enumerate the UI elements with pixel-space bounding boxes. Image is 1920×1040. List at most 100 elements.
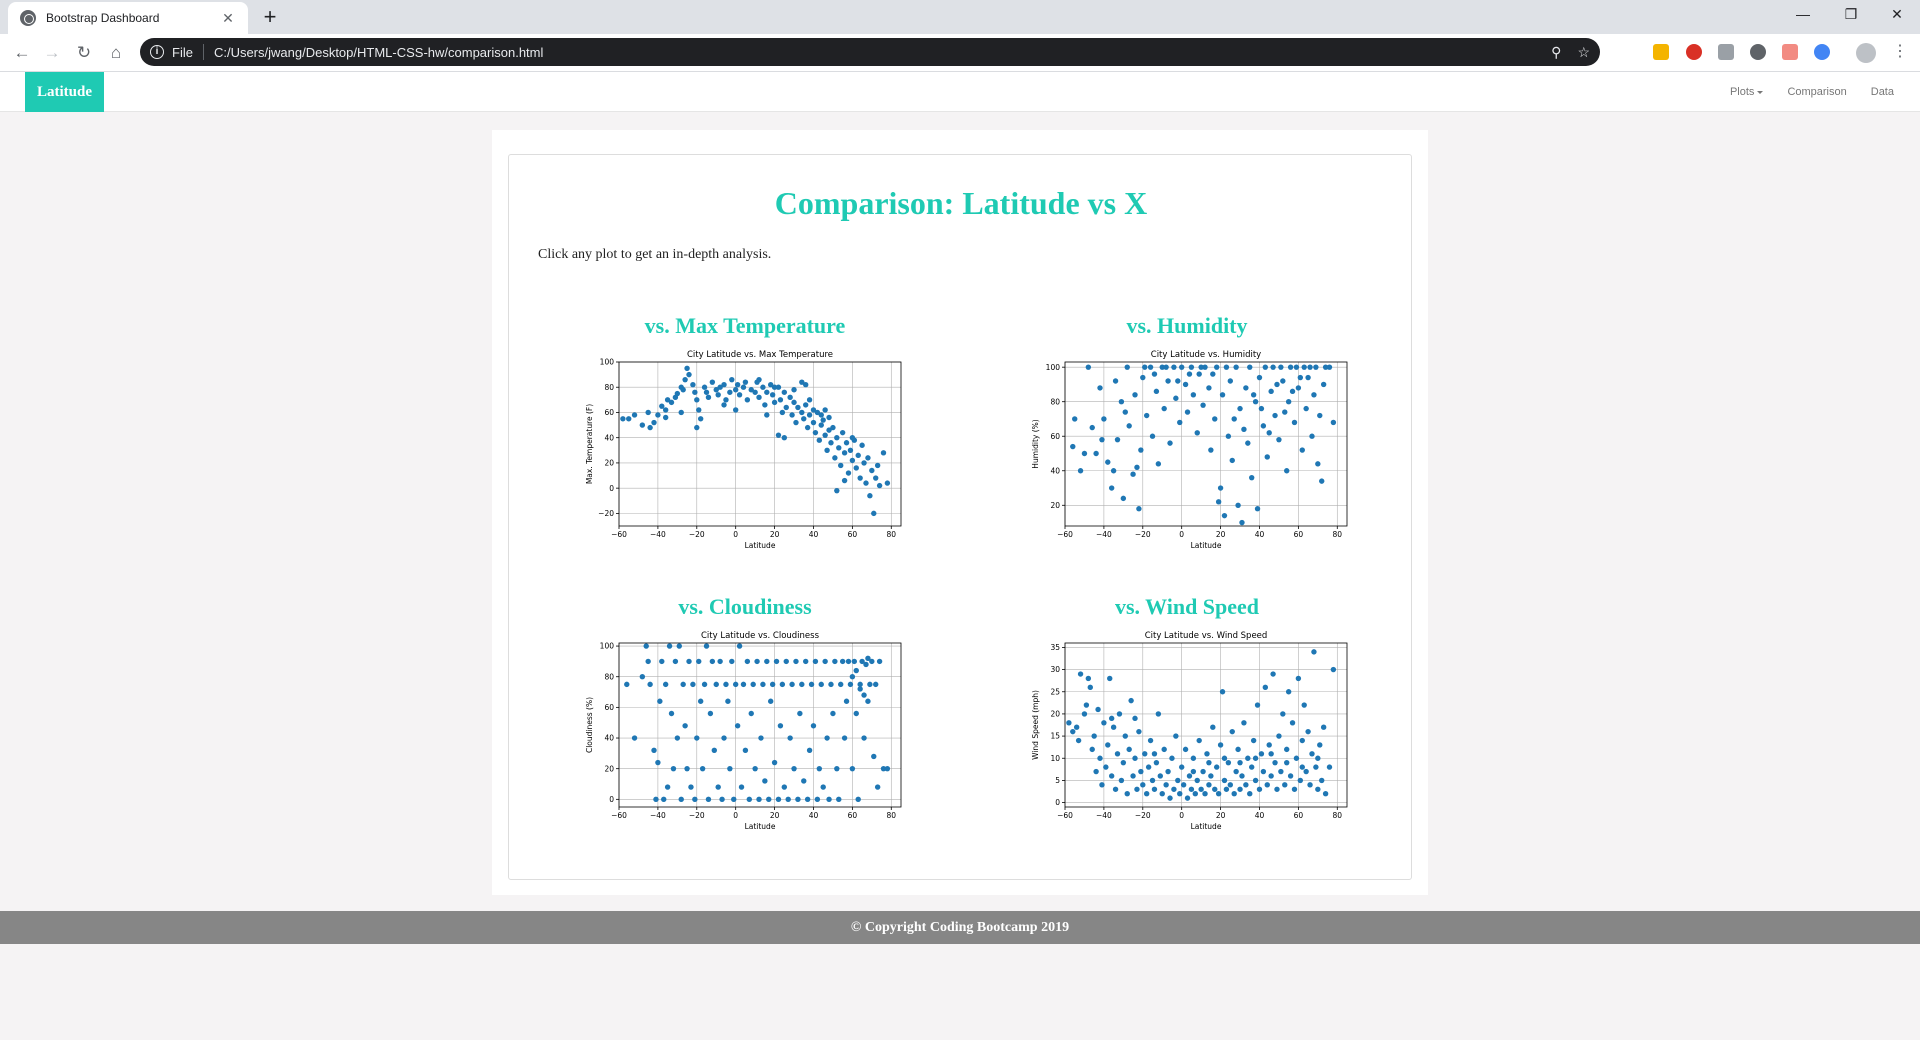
x-tick-label: −20 [689,530,705,539]
close-window-icon[interactable]: ✕ [1891,6,1903,22]
extension-icon[interactable] [1750,44,1766,60]
data-point [1227,782,1234,788]
data-point [1138,447,1144,453]
data-point [659,658,665,665]
data-point [1128,697,1134,704]
data-point [777,723,784,729]
profile-avatar-icon[interactable] [1856,43,1876,63]
home-icon[interactable]: ⌂ [110,43,122,62]
navbar-brand[interactable]: Latitude [25,72,105,112]
extension-icon[interactable] [1782,44,1798,60]
plot-humidity[interactable]: −60 −40 −20 0 20 40 60 80 20 40 60 80 100 City Latitu… [1027,343,1357,558]
data-point [1186,773,1193,779]
chart-title: City Latitude vs. Max Temperature [687,350,833,360]
data-point [1221,755,1228,761]
data-point [694,735,700,741]
data-point [738,784,745,790]
nav-comparison-link[interactable]: Comparison [1787,86,1847,98]
data-point [723,681,729,688]
plot-cloudiness[interactable]: −60 −40 −20 0 20 40 60 80 0 20 40 60 80 100 City Latit… [581,624,911,839]
data-point [705,796,712,803]
extension-icon[interactable] [1653,44,1669,60]
data-point [1110,724,1117,730]
data-point [1089,746,1095,753]
data-point [1114,436,1121,443]
data-point [1227,378,1234,384]
data-point [1313,364,1319,370]
info-icon[interactable]: i [150,45,164,59]
extension-icon[interactable] [1718,44,1734,60]
data-point [1178,764,1185,770]
data-point [620,416,626,422]
data-point [1260,768,1267,775]
data-point [1301,364,1307,370]
data-point [696,407,702,413]
data-point [873,681,879,688]
back-icon[interactable]: ← [13,43,31,62]
data-point [771,759,778,766]
y-tick-label: 5 [1055,776,1060,785]
data-point [865,698,871,704]
data-point [690,681,696,688]
data-point [1250,737,1257,744]
data-point [1099,782,1105,788]
forward-icon[interactable]: → [43,43,61,62]
data-point [1274,786,1280,792]
nav-plots-dropdown[interactable]: Plots [1730,86,1764,98]
data-point [1147,737,1154,744]
minimize-icon[interactable]: — [1796,6,1810,22]
data-point [1276,733,1282,739]
data-point [1118,777,1125,784]
data-point [874,784,881,790]
browser-tab-active[interactable]: Bootstrap Dashboard ✕ [8,2,248,34]
data-point [1320,381,1327,388]
data-point [1217,742,1224,748]
data-point [721,402,727,408]
data-point [818,422,824,428]
data-point [1213,364,1220,370]
menu-kebab-icon[interactable]: ⋮ [1892,43,1908,60]
data-point [1247,791,1253,797]
data-point [662,414,669,421]
close-tab-icon[interactable]: ✕ [222,9,234,26]
navbar-links: Plots Comparison Data [1730,72,1894,112]
data-point [1262,684,1269,691]
restore-icon[interactable]: ❐ [1844,6,1858,22]
data-point [828,440,834,446]
data-point [810,723,817,729]
data-point [884,765,891,772]
data-point [754,658,760,665]
extension-icon[interactable] [1814,44,1830,60]
reload-icon[interactable]: ↻ [76,43,92,62]
data-point [857,686,863,692]
zoom-icon[interactable]: ⚲ [1551,43,1562,60]
x-tick-label: −40 [650,811,666,820]
plot-wind-speed[interactable]: −60 −40 −20 0 20 40 60 80 0 5 10 15 20 25 30 35 City Lat… [1027,624,1357,839]
data-point [839,658,846,665]
address-bar[interactable]: i File C:/Users/jwang/Desktop/HTML-CSS-h… [140,38,1600,66]
new-tab-button[interactable]: + [263,4,277,29]
x-tick-label: −60 [611,530,627,539]
nav-data-link[interactable]: Data [1870,86,1894,98]
plot-frame [618,642,902,808]
bookmark-star-icon[interactable]: ☆ [1577,43,1590,60]
plot-temperature[interactable]: −60 −40 −20 0 20 40 60 80 −20 0 20 40 60 80 100 City La… [581,343,911,558]
data-point [1303,405,1309,412]
data-point [1266,430,1272,436]
data-point [1266,742,1272,748]
data-point [762,402,768,408]
data-point [812,429,819,436]
data-point [1237,405,1243,412]
data-point [1280,711,1286,717]
x-tick-label: 0 [1179,811,1184,820]
url-text[interactable]: C:/Users/jwang/Desktop/HTML-CSS-hw/compa… [213,44,544,60]
data-point [1305,728,1311,735]
data-point [769,681,776,688]
data-point [1299,737,1305,744]
data-point [1252,777,1259,784]
data-point [705,394,712,401]
extension-icon[interactable] [1686,44,1702,60]
data-point [820,417,826,423]
x-axis-label: Latitude [745,822,776,831]
data-point [744,658,751,665]
